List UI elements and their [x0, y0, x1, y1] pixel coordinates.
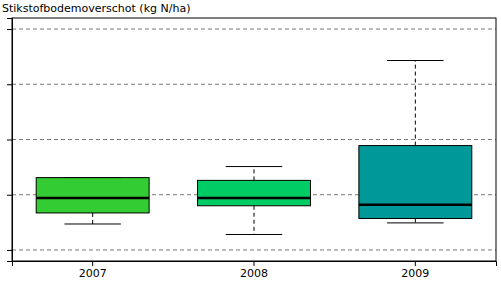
plot: 2007 2008 2009 — [7, 18, 497, 280]
plot-frame — [12, 18, 496, 261]
median — [36, 197, 149, 200]
y-tick — [7, 84, 12, 85]
x-tick-label: 2009 — [401, 267, 429, 280]
box-group — [198, 167, 311, 235]
lower-whisker — [92, 213, 93, 224]
x-axis: 2007 2008 2009 — [13, 261, 497, 280]
grid-line — [12, 84, 496, 85]
y-axis-line — [7, 19, 13, 262]
x-tick-label: 2008 — [240, 267, 268, 280]
boxes — [36, 61, 472, 235]
box — [36, 178, 149, 213]
chart: 2007 2008 2009 Stikstofbodemoverschot (kg N… — [0, 0, 501, 285]
grid-line — [12, 249, 496, 250]
y-tick-mark — [7, 140, 12, 141]
x-tick: 2007 — [79, 261, 107, 280]
median — [198, 197, 311, 200]
y-tick — [7, 140, 12, 141]
x-tick-mark — [92, 261, 93, 266]
x-tick: 2009 — [401, 261, 429, 280]
upper-whisker — [254, 167, 255, 181]
box-group — [359, 61, 472, 223]
x-tick-mark — [415, 261, 416, 266]
y-axis — [7, 19, 13, 262]
x-tick: 2008 — [240, 261, 268, 280]
y-tick — [7, 250, 12, 251]
x-tick-label: 2007 — [79, 267, 107, 280]
min-cap — [64, 223, 120, 224]
x-axis-line — [13, 262, 497, 267]
y-tick-mark — [7, 84, 12, 85]
title: Stikstofbodemoverschot (kg N/ha) — [2, 2, 190, 15]
y-tick-mark — [7, 29, 12, 30]
median — [359, 203, 472, 206]
grid-line — [12, 29, 496, 30]
grid — [12, 29, 496, 250]
max-cap — [226, 166, 282, 167]
upper-whisker — [415, 61, 416, 146]
max-cap — [387, 60, 443, 61]
lower-whisker — [254, 206, 255, 235]
lower-whisker — [415, 218, 416, 222]
grid-line — [12, 139, 496, 140]
min-cap — [387, 222, 443, 223]
y-tick — [7, 29, 12, 30]
min-cap — [226, 234, 282, 235]
x-tick-mark — [254, 261, 255, 266]
box — [198, 180, 311, 205]
y-tick-mark — [7, 195, 12, 196]
box — [359, 146, 472, 219]
y-tick-mark — [7, 250, 12, 251]
y-tick — [7, 195, 12, 196]
box-group — [36, 178, 149, 224]
